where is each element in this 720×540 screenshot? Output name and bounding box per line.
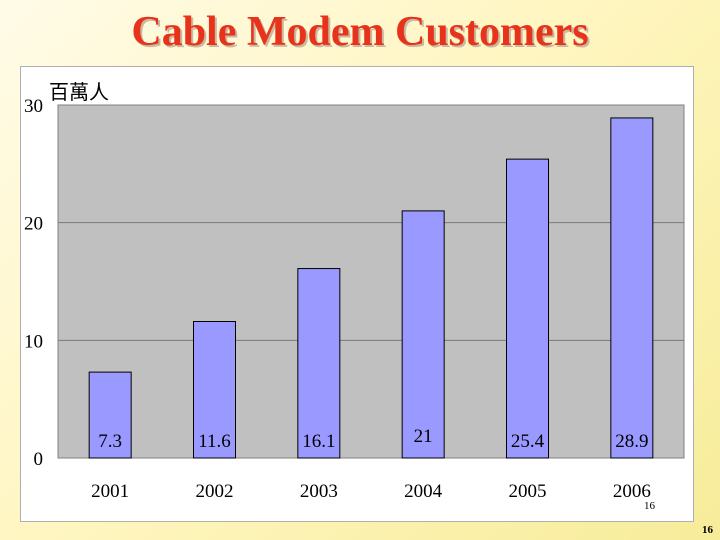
bar-2006 [610, 117, 654, 459]
bar-value-label: 7.3 [98, 431, 122, 452]
bar-value-label: 21 [414, 426, 433, 447]
slide-title: Cable Modem Customers [131, 9, 589, 55]
x-tick-label: 2006 [613, 481, 651, 502]
bar-2003 [297, 268, 341, 459]
bar-value-label: 11.6 [198, 431, 231, 452]
bar-2001 [88, 371, 132, 459]
y-tick-label: 20 [24, 214, 43, 235]
x-tick-label: 2002 [196, 481, 234, 502]
bar-value-label: 28.9 [615, 431, 648, 452]
x-tick-label: 2001 [91, 481, 129, 502]
page-number: 16 [702, 524, 713, 536]
x-tick-label: 2004 [404, 481, 443, 502]
gridlines [58, 222, 684, 341]
bar-value-label: 16.1 [302, 431, 335, 452]
x-tick-label: 2005 [509, 481, 547, 502]
bar-2004 [401, 210, 445, 459]
bar-2002 [193, 321, 236, 459]
bars: 7.3 11.6 16.1 21 25.4 28.9 [88, 117, 654, 459]
plot-area [57, 104, 685, 459]
y-tick-label: 30 [24, 96, 43, 117]
x-axis-ticks: 2001 2002 2003 2004 2005 2006 [91, 481, 651, 502]
bar-value-label: 25.4 [511, 431, 545, 452]
x-tick-label: 2003 [300, 481, 338, 502]
inner-page-number: 16 [644, 500, 655, 512]
bar-2005 [506, 158, 549, 459]
y-axis-unit-label: 百萬人 [49, 80, 109, 104]
y-tick-label: 0 [34, 449, 44, 470]
y-tick-label: 10 [24, 331, 43, 352]
y-axis-ticks: 0 10 20 30 [24, 96, 43, 470]
